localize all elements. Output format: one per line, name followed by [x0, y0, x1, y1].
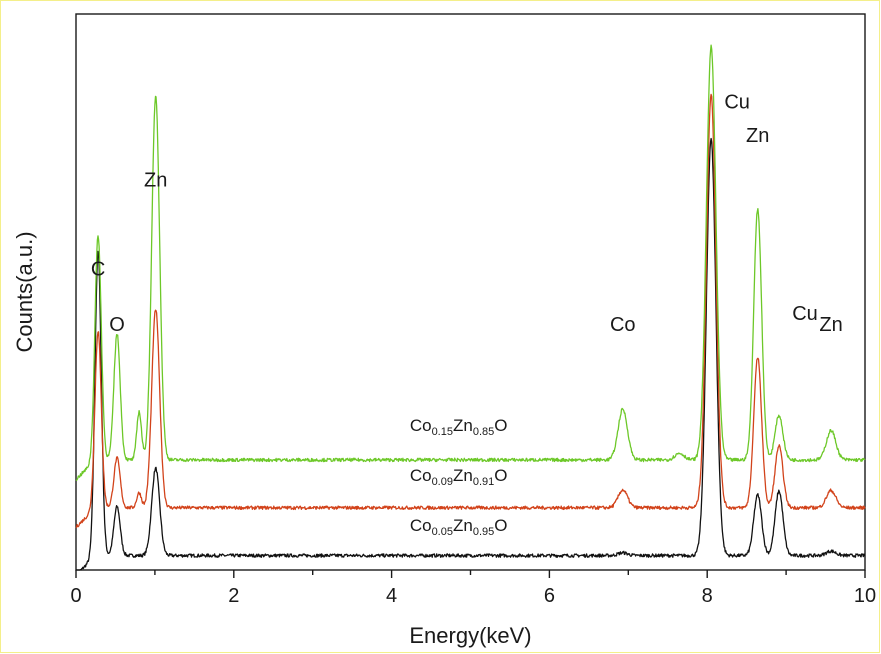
formula-element: Zn	[453, 516, 473, 535]
x-tick-label: 2	[228, 585, 239, 607]
peak-label-cu: Cu	[724, 92, 750, 114]
peak-label-co: Co	[610, 314, 636, 336]
x-tick-label: 6	[544, 585, 555, 607]
formula-subscript: 0.85	[473, 426, 494, 438]
x-axis-title: Energy(keV)	[409, 623, 531, 648]
x-tick-label: 8	[702, 585, 713, 607]
x-axis-ticks: 0 2 4 6 8 10	[70, 570, 876, 607]
formula-element: O	[494, 466, 507, 485]
formula-element: Co	[410, 416, 432, 435]
formula-subscript: 0.95	[473, 526, 494, 538]
formula-subscript: 0.09	[432, 476, 453, 488]
series-label: Co0.15Zn0.85O	[410, 416, 508, 438]
formula-subscript: 0.05	[432, 526, 453, 538]
series-line-Co0.09Zn0.91O	[76, 94, 865, 527]
formula-element: Co	[410, 516, 432, 535]
peak-label-cu: Cu	[792, 303, 818, 325]
x-tick-label: 4	[386, 585, 397, 607]
formula-element: O	[494, 516, 507, 535]
peak-label-o: O	[109, 314, 125, 336]
formula-element: O	[494, 416, 507, 435]
y-axis-title: Counts(a.u.)	[12, 231, 37, 352]
formula-subscript: 0.15	[432, 426, 453, 438]
peak-label-zn: Zn	[746, 125, 769, 147]
formula-element: Co	[410, 466, 432, 485]
formula-subscript: 0.91	[473, 476, 494, 488]
formula-element: Zn	[453, 416, 473, 435]
peak-label-zn: Zn	[144, 169, 167, 191]
x-tick-label: 0	[70, 585, 81, 607]
peak-label-c: C	[91, 258, 105, 280]
formula-element: Zn	[453, 466, 473, 485]
series-label: Co0.05Zn0.95O	[410, 516, 508, 538]
x-tick-label: 10	[854, 585, 876, 607]
peak-label-zn: Zn	[819, 314, 842, 336]
series-label: Co0.09Zn0.91O	[410, 466, 508, 488]
